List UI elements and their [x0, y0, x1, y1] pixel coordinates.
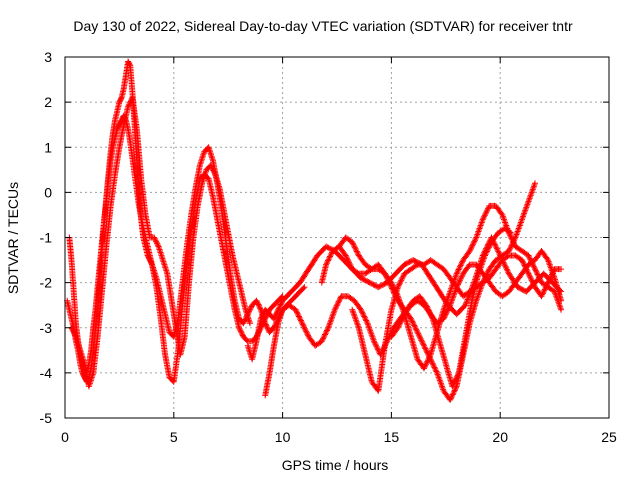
- data-marks-track-9: [388, 248, 565, 340]
- x-tick-label: 15: [384, 429, 400, 445]
- chart-title: Day 130 of 2022, Sidereal Day-to-day VTE…: [73, 18, 573, 34]
- y-tick-label: -2: [40, 275, 53, 291]
- x-axis-label: GPS time / hours: [282, 457, 389, 473]
- x-tick-label: 25: [601, 429, 617, 445]
- y-tick-label: -5: [40, 410, 53, 426]
- series-track-9: [388, 248, 565, 340]
- data-marks-track-1: [64, 58, 308, 385]
- y-tick-label: -3: [40, 320, 53, 336]
- y-tick-label: 0: [44, 184, 52, 200]
- x-tick-label: 5: [170, 429, 178, 445]
- x-tick-label: 0: [61, 429, 69, 445]
- y-axis-label: SDTVAR / TECUs: [5, 182, 21, 294]
- x-tick-label: 10: [275, 429, 291, 445]
- data-marks-track-3: [68, 94, 253, 390]
- data-marks-track-8: [349, 252, 565, 394]
- y-tick-label: 1: [44, 139, 52, 155]
- series-track-8: [349, 252, 565, 394]
- y-tick-label: -4: [40, 365, 53, 381]
- data-marks-track-7: [336, 202, 565, 372]
- series-track-1: [64, 58, 308, 385]
- series-track-7: [336, 202, 565, 372]
- y-tick-label: -1: [40, 230, 53, 246]
- series-track-3: [68, 94, 253, 390]
- data-points: [64, 58, 565, 403]
- x-tick-label: 20: [492, 429, 508, 445]
- y-tick-label: 3: [44, 49, 52, 65]
- y-tick-label: 2: [44, 94, 52, 110]
